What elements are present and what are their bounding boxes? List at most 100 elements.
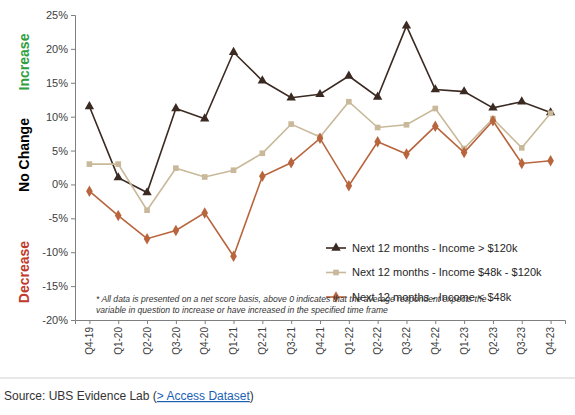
- series-marker: [288, 121, 294, 127]
- series-marker: [432, 120, 439, 131]
- x-tick: Q2-20: [142, 320, 153, 355]
- series-marker: [346, 99, 352, 105]
- series-marker: [402, 20, 411, 28]
- series-marker: [373, 92, 382, 100]
- x-tick: Q1-22: [344, 320, 355, 355]
- x-tick: Q4-19: [84, 320, 95, 355]
- x-tick-mark: [118, 320, 119, 324]
- x-tick-mark: [522, 320, 523, 324]
- series-marker: [201, 207, 208, 218]
- x-tick-label: Q4-22: [430, 327, 441, 355]
- x-tick: Q2-22: [372, 320, 383, 355]
- y-tick-label: 25%: [46, 9, 68, 21]
- series-marker: [202, 174, 208, 180]
- series-marker: [259, 171, 266, 182]
- x-tick-label: Q4-21: [315, 327, 326, 355]
- series-marker: [86, 185, 93, 196]
- series-marker: [317, 133, 324, 144]
- series-marker: [85, 101, 94, 109]
- series-marker: [115, 210, 122, 221]
- x-tick-label: Q2-22: [372, 327, 383, 355]
- chart-svg: -20% -15% -10% -5% 0% 5% 10% 15% 20% 25% Q4-19 Q1-2…: [0, 0, 575, 415]
- x-tick-label: Q4-20: [199, 327, 210, 355]
- plot-area: [85, 20, 556, 262]
- x-tick: Q3-22: [401, 320, 412, 355]
- x-tick: Q2-21: [257, 320, 268, 355]
- y-tick-mark: [71, 117, 75, 118]
- x-tick-label: Q1-20: [113, 327, 124, 355]
- series-marker: [229, 47, 238, 55]
- y-tick-mark: [71, 218, 75, 219]
- y-tick: 20%: [46, 43, 75, 55]
- series-marker: [461, 147, 468, 158]
- note-line: variable in question to increase or have…: [96, 305, 388, 315]
- y-axis-line: [71, 16, 76, 321]
- x-tick-label: Q1-22: [344, 327, 355, 355]
- y-tick-mark: [71, 15, 75, 16]
- series-marker: [173, 165, 179, 171]
- series-marker: [315, 89, 324, 97]
- series-line: [89, 121, 550, 257]
- y-tick: 25%: [46, 9, 75, 21]
- x-tick-mark: [147, 320, 148, 324]
- y-tick: 0%: [52, 178, 75, 190]
- series-marker: [432, 106, 438, 112]
- series-marker: [548, 110, 554, 116]
- series-marker: [286, 92, 295, 100]
- x-tick-mark: [176, 320, 177, 324]
- series-marker: [288, 157, 295, 168]
- series-marker: [144, 207, 150, 213]
- y-tick: 5%: [52, 145, 75, 157]
- y-tick: 10%: [46, 111, 75, 123]
- x-tick-label: Q1-21: [228, 327, 239, 355]
- y-tick: 15%: [46, 77, 75, 89]
- x-tick: Q3-20: [171, 320, 182, 355]
- series-marker: [519, 145, 525, 151]
- series-marker: [375, 125, 381, 131]
- x-tick: Q4-22: [430, 320, 441, 355]
- y-tick-mark: [71, 252, 75, 253]
- series-marker: [144, 233, 151, 244]
- series-marker: [346, 180, 353, 191]
- series-marker: [231, 167, 237, 173]
- x-tick-label: Q4-23: [545, 327, 556, 355]
- series-marker: [200, 113, 209, 121]
- x-tick-label: Q3-23: [516, 327, 527, 355]
- legend-item: Next 12 months - Income > $120k: [326, 242, 518, 254]
- y-tick-mark: [71, 184, 75, 185]
- legend-marker: [333, 270, 339, 276]
- series-marker: [260, 150, 266, 156]
- series-line: [89, 26, 550, 193]
- x-tick-label: Q2-20: [142, 327, 153, 355]
- x-tick: Q4-20: [199, 320, 210, 355]
- side-label: Decrease: [16, 241, 32, 303]
- x-tick-label: Q1-23: [459, 327, 470, 355]
- y-tick-mark: [71, 320, 75, 321]
- x-tick-mark: [205, 320, 206, 324]
- x-tick-label: Q3-20: [171, 327, 182, 355]
- chart-container: -20% -15% -10% -5% 0% 5% 10% 15% 20% 25% Q4-19 Q1-2…: [0, 0, 575, 415]
- legend-marker: [331, 243, 340, 251]
- y-tick-label: -10%: [42, 246, 68, 258]
- series-marker: [344, 71, 353, 79]
- y-tick-label: -5%: [48, 212, 68, 224]
- x-tick-mark: [551, 320, 552, 324]
- x-axis-line: [76, 321, 566, 325]
- x-tick-mark: [464, 320, 465, 324]
- y-tick: -15%: [42, 280, 75, 292]
- y-tick-mark: [71, 286, 75, 287]
- x-tick-mark: [262, 320, 263, 324]
- x-tick-mark: [406, 320, 407, 324]
- series-marker: [404, 122, 410, 128]
- y-tick-mark: [71, 49, 75, 50]
- x-tick-label: Q3-21: [286, 327, 297, 355]
- x-tick-mark: [378, 320, 379, 324]
- series-line: [89, 102, 550, 210]
- source: Source: UBS Evidence Lab (> Access Datas…: [4, 389, 254, 403]
- x-tick-mark: [493, 320, 494, 324]
- x-tick-mark: [234, 320, 235, 324]
- series-marker: [546, 107, 555, 115]
- y-tick-label: -15%: [42, 280, 68, 292]
- series-marker: [488, 102, 497, 110]
- y-tick-label: -20%: [42, 314, 68, 326]
